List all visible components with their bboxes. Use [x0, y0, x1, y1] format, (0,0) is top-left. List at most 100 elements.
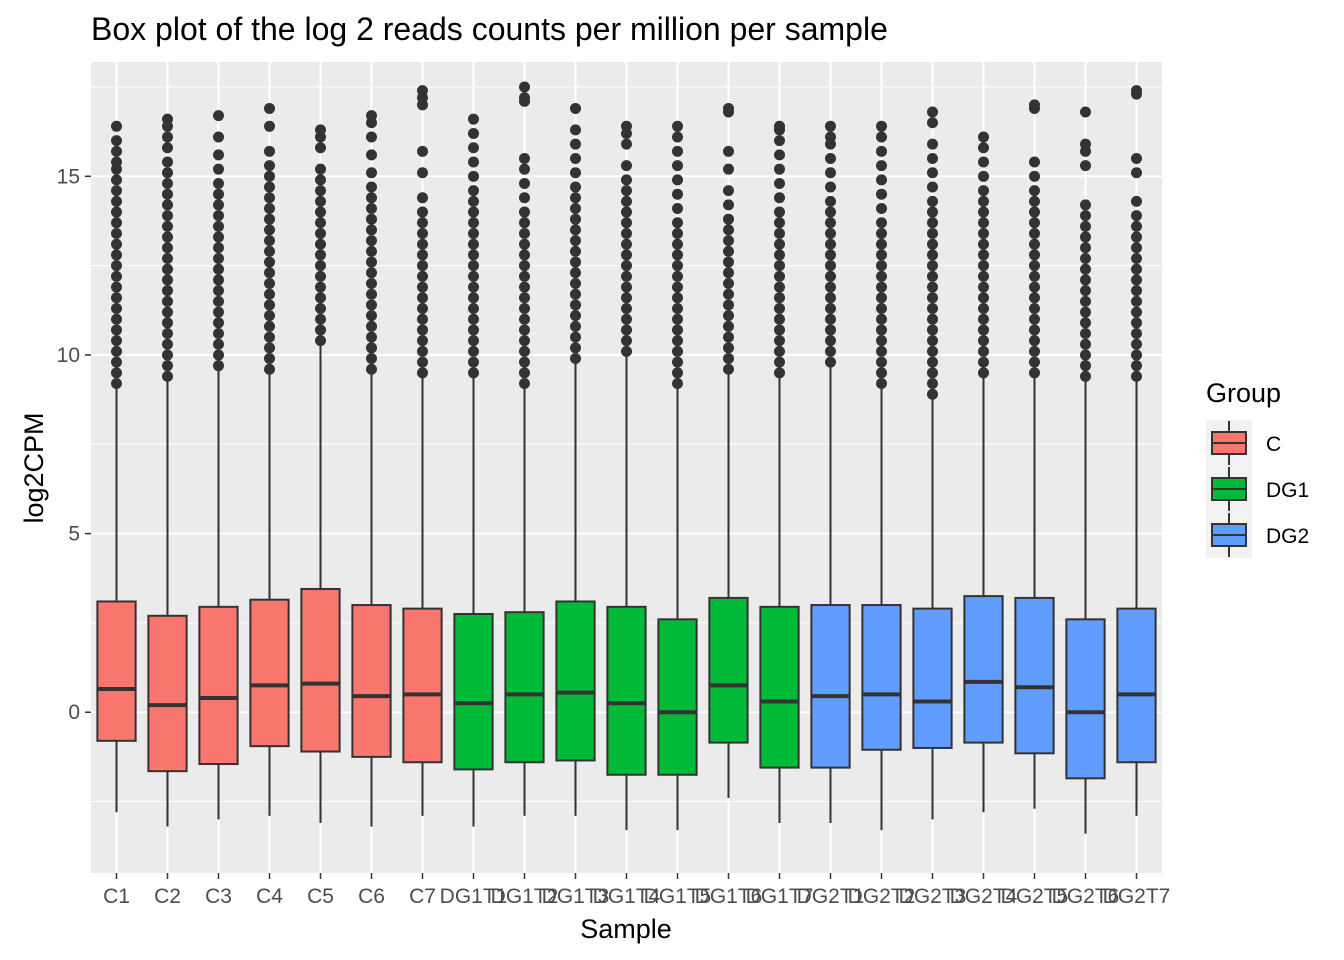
x-tick-label: DG2T5 — [1001, 885, 1069, 908]
outlier-point — [264, 181, 275, 193]
outlier-point — [978, 356, 989, 368]
outlier-point — [417, 249, 428, 261]
outlier-point — [672, 281, 683, 293]
y-tick-label: 15 — [57, 165, 80, 188]
outlier-point — [774, 163, 785, 175]
outlier-point — [468, 217, 479, 229]
outlier-point — [723, 299, 734, 311]
outlier-point — [774, 227, 785, 239]
outlier-point — [366, 245, 377, 257]
outlier-point — [723, 163, 734, 175]
outlier-point — [315, 227, 326, 239]
outlier-point — [366, 149, 377, 161]
outlier-point — [162, 328, 173, 340]
outlier-point — [672, 378, 683, 390]
x-tick-label: DG2T6 — [1052, 885, 1120, 908]
outlier-point — [723, 363, 734, 375]
outlier-point — [1080, 210, 1091, 222]
outlier-point — [570, 181, 581, 193]
outlier-point — [417, 356, 428, 368]
outlier-point — [519, 345, 530, 357]
outlier-point — [927, 356, 938, 368]
outlier-point — [366, 202, 377, 214]
outlier-point — [417, 313, 428, 325]
outlier-point — [1131, 306, 1142, 318]
outlier-point — [315, 195, 326, 207]
outlier-point — [468, 127, 479, 139]
box-body — [249, 598, 290, 748]
x-tick-label: DG1T7 — [746, 885, 814, 908]
outlier-point — [876, 356, 887, 368]
box-body — [708, 596, 749, 744]
outlier-point — [162, 167, 173, 179]
outlier-point — [723, 245, 734, 257]
outlier-point — [774, 335, 785, 347]
outlier-point — [111, 335, 122, 347]
outlier-point — [468, 281, 479, 293]
x-tick-label: DG1T3 — [542, 885, 610, 908]
outlier-point — [978, 170, 989, 182]
outlier-point — [417, 227, 428, 239]
outlier-point — [162, 338, 173, 350]
outlier-point — [468, 156, 479, 168]
outlier-point — [978, 142, 989, 154]
outlier-point — [264, 224, 275, 236]
outlier-point — [927, 167, 938, 179]
outlier-point — [519, 177, 530, 189]
legend-entry-c: C — [1206, 420, 1281, 466]
outlier-point — [570, 267, 581, 279]
outlier-point — [162, 199, 173, 211]
outlier-point — [672, 324, 683, 336]
outlier-point — [162, 177, 173, 189]
outlier-point — [825, 120, 836, 132]
outlier-point — [1029, 313, 1040, 325]
outlier-point — [927, 303, 938, 315]
outlier-point — [213, 220, 224, 232]
outlier-point — [213, 285, 224, 297]
outlier-point — [978, 345, 989, 357]
outlier-point — [978, 367, 989, 379]
outlier-point — [723, 310, 734, 322]
outlier-point — [213, 317, 224, 329]
outlier-point — [468, 313, 479, 325]
box-DG2T5 — [1014, 99, 1055, 809]
box-C1 — [96, 120, 137, 813]
box-body — [810, 604, 851, 769]
outlier-point — [927, 238, 938, 250]
outlier-point — [519, 81, 530, 93]
box-body — [198, 605, 239, 766]
x-tick-label: C3 — [205, 885, 232, 908]
outlier-point — [1029, 281, 1040, 293]
x-tick-label: DG1T6 — [695, 885, 763, 908]
outlier-point — [366, 235, 377, 247]
outlier-point — [264, 245, 275, 257]
outlier-point — [774, 120, 785, 132]
outlier-point — [723, 102, 734, 114]
outlier-point — [774, 367, 785, 379]
outlier-point — [672, 145, 683, 157]
outlier-point — [519, 303, 530, 315]
outlier-point — [519, 192, 530, 204]
outlier-point — [672, 202, 683, 214]
outlier-point — [315, 217, 326, 229]
outlier-point — [519, 270, 530, 282]
outlier-point — [213, 338, 224, 350]
outlier-point — [264, 278, 275, 290]
outlier-point — [1080, 274, 1091, 286]
outlier-point — [417, 270, 428, 282]
outlier-point — [621, 174, 632, 186]
outlier-point — [366, 299, 377, 311]
outlier-point — [1131, 220, 1142, 232]
outlier-point — [366, 288, 377, 300]
outlier-point — [723, 145, 734, 157]
outlier-point — [111, 367, 122, 379]
outlier-point — [1080, 317, 1091, 329]
outlier-point — [774, 313, 785, 325]
outlier-point — [366, 267, 377, 279]
outlier-point — [570, 310, 581, 322]
x-tick-label: DG2T7 — [1103, 885, 1171, 908]
outlier-point — [111, 313, 122, 325]
outlier-point — [672, 313, 683, 325]
outlier-point — [570, 320, 581, 332]
box-body — [300, 587, 341, 753]
